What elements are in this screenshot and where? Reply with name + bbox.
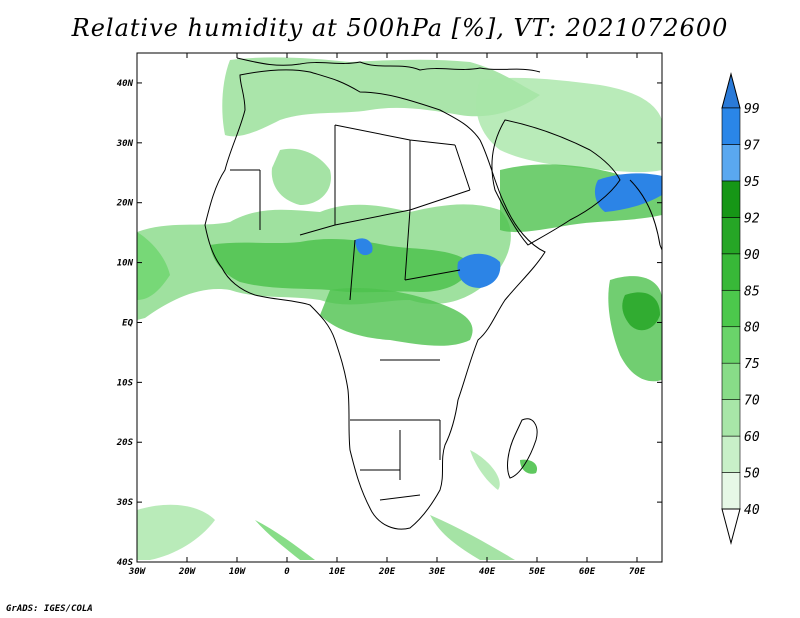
- arabia-coastline: [491, 119, 621, 246]
- colorbar: 40 50 60 70 75 80 85 90 92 95 97 99: [721, 72, 760, 545]
- grads-credit: GrADS: IGES/COLA: [6, 604, 93, 614]
- humidity-region-north-africa: [222, 57, 540, 137]
- humidity-region-south-atlantic: [137, 504, 215, 560]
- colorbar-level-label: 60: [744, 430, 760, 445]
- colorbar-segment: [721, 472, 741, 510]
- map-title: Relative humidity at 500hPa [%], VT: 202…: [71, 14, 729, 42]
- map-area: [136, 52, 663, 563]
- map-frame: [136, 52, 663, 563]
- humidity-region-middle-east: [476, 77, 662, 173]
- india-coastline: [629, 179, 663, 251]
- colorbar-level-label: 90: [744, 248, 760, 263]
- humidity-region-sahara: [271, 148, 331, 205]
- colorbar-segment: [721, 253, 741, 291]
- colorbar-segment: [721, 107, 741, 145]
- colorbar-level-label: 75: [744, 357, 760, 372]
- lon-tick-label: 30W: [128, 567, 147, 577]
- lat-tick-label: 40S: [117, 558, 134, 568]
- colorbar-segment: [721, 362, 741, 400]
- colorbar-segment: [721, 435, 741, 473]
- humidity-region-southern-indian: [430, 515, 515, 560]
- lat-tick-label: EQ: [122, 318, 133, 328]
- colorbar-low-triangle: [721, 508, 741, 545]
- humidity-region-small-patch: [520, 459, 538, 474]
- lat-tick-label: 20N: [116, 199, 134, 209]
- colorbar-level-label: 95: [744, 175, 760, 190]
- humidity-region-atlantic: [137, 232, 170, 300]
- lat-tick-label: 30N: [116, 139, 134, 149]
- humidity-region-central-africa: [320, 288, 473, 346]
- colorbar-level-label: 40: [744, 503, 760, 518]
- colorbar-segment: [721, 144, 741, 182]
- lon-tick-label: 40E: [479, 567, 496, 577]
- lat-tick-label: 10N: [117, 259, 134, 269]
- madagascar-coastline: [507, 418, 538, 479]
- colorbar-level-label: 50: [744, 467, 760, 482]
- lon-tick-label: 0: [284, 567, 290, 577]
- lat-tick-label: 30S: [116, 498, 134, 508]
- humidity-region-arabian-sea-core: [622, 292, 660, 331]
- humidity-region-madagascar-east: [470, 450, 500, 490]
- lon-tick-label: 20W: [178, 567, 197, 577]
- lon-tick-label: 60E: [579, 567, 596, 577]
- humidity-region-southern-ocean-streak: [255, 520, 315, 560]
- lat-tick-label: 10S: [117, 378, 134, 388]
- colorbar-segment: [721, 289, 741, 328]
- lat-tick-label: 40N: [117, 79, 134, 89]
- colorbar-segment: [721, 326, 741, 364]
- colorbar-segment: [721, 180, 741, 218]
- colorbar-level-label: 85: [744, 284, 760, 299]
- colorbar-segment: [721, 399, 741, 437]
- lon-tick-label: 50E: [529, 567, 546, 577]
- humidity-core-india: [594, 173, 662, 212]
- humidity-fill-layer: [137, 57, 662, 560]
- coastline-layer: [204, 57, 663, 530]
- europe-coastline: [236, 57, 541, 73]
- africa-coastline: [204, 69, 546, 530]
- country-borders: [230, 124, 471, 501]
- lon-tick-label: 10E: [329, 567, 346, 577]
- humidity-core-ethiopia: [457, 253, 501, 288]
- lon-tick-label: 70E: [629, 567, 646, 577]
- lon-tick-label: 10W: [229, 567, 247, 577]
- colorbar-level-label: 80: [744, 321, 760, 336]
- colorbar-level-label: 97: [744, 138, 760, 153]
- colorbar-level-label: 70: [744, 394, 760, 409]
- lon-tick-label: 20E: [378, 567, 396, 577]
- colorbar-level-label: 92: [744, 211, 760, 226]
- lon-tick-label: 30E: [428, 567, 446, 577]
- colorbar-level-label: 99: [744, 102, 760, 117]
- humidity-core-chad: [355, 238, 373, 256]
- lat-tick-label: 20S: [116, 438, 134, 448]
- colorbar-high-triangle: [721, 72, 741, 109]
- colorbar-segment: [721, 217, 741, 255]
